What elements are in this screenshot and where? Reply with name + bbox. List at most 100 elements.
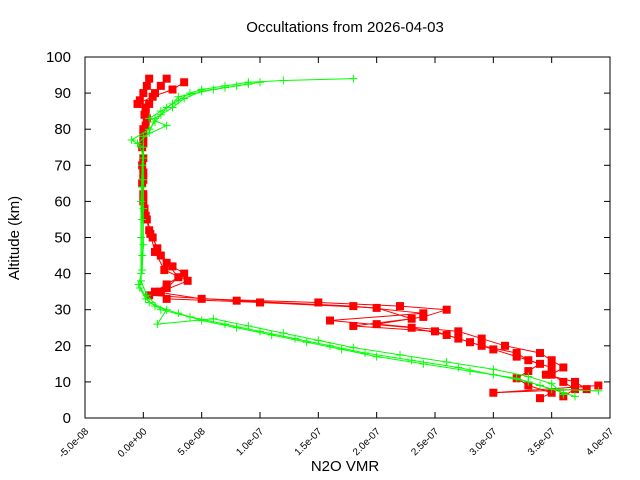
x-tick-label: 3.0e-07 bbox=[468, 426, 500, 458]
data-point bbox=[349, 321, 358, 330]
data-point bbox=[279, 76, 288, 85]
data-point bbox=[454, 334, 463, 343]
data-point bbox=[162, 305, 171, 314]
x-tick-label: -5.0e-08 bbox=[57, 426, 91, 460]
data-point bbox=[559, 377, 568, 386]
y-tick-label: 30 bbox=[54, 302, 71, 319]
data-point bbox=[151, 114, 159, 123]
data-point bbox=[180, 94, 189, 103]
data-point bbox=[232, 296, 241, 305]
data-point bbox=[232, 323, 241, 332]
x-tick-label: 2.0e-07 bbox=[351, 426, 383, 458]
data-point bbox=[153, 320, 162, 329]
series-line bbox=[140, 81, 599, 392]
data-point bbox=[547, 370, 556, 379]
data-point bbox=[407, 314, 416, 323]
y-tick-label: 80 bbox=[54, 121, 71, 138]
data-point bbox=[489, 345, 498, 354]
data-point bbox=[180, 269, 189, 278]
data-point bbox=[162, 284, 171, 293]
data-point bbox=[156, 81, 165, 90]
data-point bbox=[536, 394, 544, 403]
data-point bbox=[174, 273, 183, 282]
data-point bbox=[547, 379, 556, 388]
x-tick-label: 4.0e-07 bbox=[584, 426, 616, 458]
data-point bbox=[302, 338, 311, 347]
data-point bbox=[442, 305, 451, 314]
y-tick-label: 0 bbox=[63, 410, 71, 427]
data-point bbox=[524, 367, 533, 376]
data-point bbox=[372, 303, 381, 312]
data-point bbox=[156, 287, 165, 296]
data-point bbox=[541, 370, 550, 379]
data-point bbox=[326, 316, 334, 325]
data-point bbox=[134, 280, 143, 289]
data-point bbox=[162, 121, 171, 130]
data-point bbox=[145, 128, 154, 137]
data-point bbox=[139, 204, 148, 213]
data-point bbox=[160, 265, 169, 274]
x-tick-label: 0.0e+00 bbox=[116, 426, 150, 460]
data-point bbox=[156, 251, 165, 260]
x-tick-label: 5.0e-08 bbox=[176, 426, 208, 458]
y-tick-label: 20 bbox=[54, 338, 71, 355]
data-point bbox=[168, 103, 177, 112]
data-point bbox=[559, 390, 568, 399]
data-point bbox=[594, 386, 603, 395]
x-tick-label: 1.0e-07 bbox=[234, 426, 266, 458]
data-point bbox=[148, 92, 157, 101]
x-tick-label: 1.5e-07 bbox=[293, 426, 325, 458]
data-point bbox=[396, 350, 404, 359]
data-point bbox=[244, 321, 253, 330]
data-point bbox=[139, 175, 148, 184]
data-point bbox=[477, 334, 486, 343]
data-point bbox=[314, 298, 323, 307]
data-point bbox=[524, 356, 533, 365]
data-point bbox=[524, 372, 533, 381]
data-point bbox=[168, 85, 177, 94]
data-point bbox=[139, 240, 148, 249]
data-point bbox=[138, 182, 147, 191]
data-point bbox=[139, 89, 148, 98]
data-point bbox=[582, 385, 591, 394]
data-point bbox=[138, 265, 147, 274]
data-point bbox=[197, 87, 206, 96]
data-point bbox=[145, 74, 154, 83]
data-point bbox=[174, 92, 183, 101]
data-point bbox=[547, 363, 556, 372]
data-point bbox=[162, 74, 171, 83]
series-1 bbox=[127, 74, 603, 401]
data-point bbox=[314, 336, 323, 345]
data-point bbox=[419, 359, 428, 368]
data-point bbox=[407, 323, 416, 332]
data-point bbox=[183, 276, 192, 285]
y-tick-label: 70 bbox=[54, 157, 71, 174]
data-point bbox=[372, 320, 381, 329]
data-point bbox=[139, 150, 148, 159]
data-point bbox=[138, 215, 147, 224]
data-point bbox=[162, 258, 171, 267]
data-point bbox=[141, 211, 150, 220]
data-point bbox=[594, 381, 603, 390]
data-point bbox=[547, 356, 556, 365]
data-point bbox=[454, 363, 463, 372]
y-tick-label: 100 bbox=[46, 49, 71, 66]
y-tick-label: 60 bbox=[54, 193, 71, 210]
data-point bbox=[267, 330, 276, 339]
data-point bbox=[256, 78, 264, 87]
data-point bbox=[337, 345, 346, 354]
data-point bbox=[512, 349, 521, 358]
data-point bbox=[571, 392, 579, 401]
data-point bbox=[372, 352, 381, 361]
data-point bbox=[180, 78, 189, 87]
data-point bbox=[419, 309, 428, 318]
data-point bbox=[221, 83, 229, 92]
data-point bbox=[186, 312, 194, 321]
data-point bbox=[349, 74, 358, 83]
data-point bbox=[168, 262, 177, 271]
data-point bbox=[141, 107, 150, 116]
data-point bbox=[489, 365, 498, 374]
data-point bbox=[141, 121, 150, 130]
data-point bbox=[133, 99, 142, 108]
